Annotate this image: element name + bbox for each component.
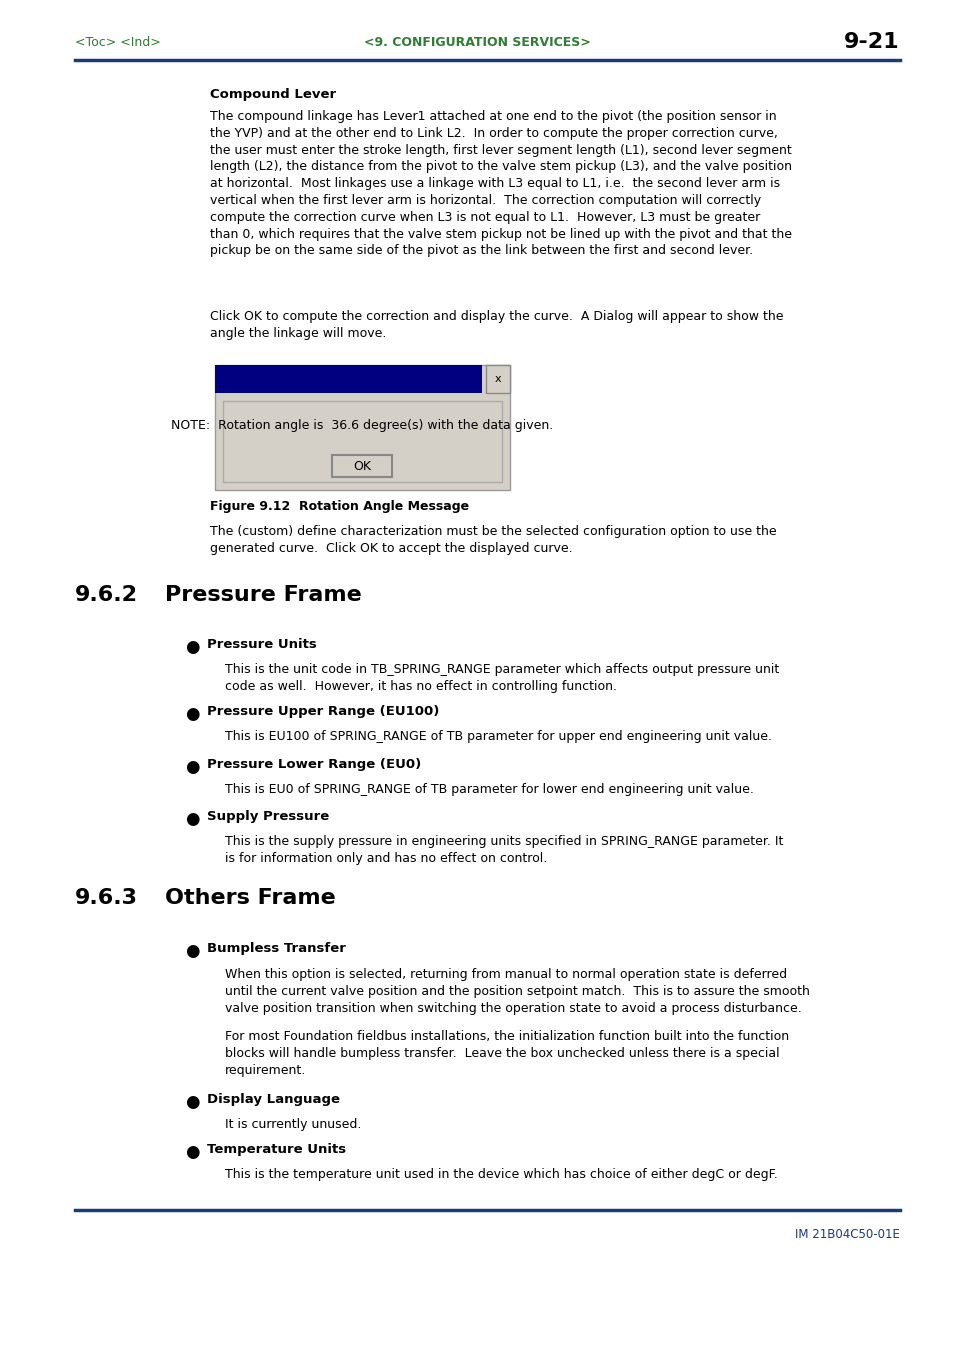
Text: The compound linkage has Lever1 attached at one end to the pivot (the position s: The compound linkage has Lever1 attached… xyxy=(210,109,791,258)
Text: This is EU0 of SPRING_RANGE of TB parameter for lower end engineering unit value: This is EU0 of SPRING_RANGE of TB parame… xyxy=(225,784,753,796)
Text: Pressure Frame: Pressure Frame xyxy=(165,585,361,605)
Bar xyxy=(214,365,481,393)
Text: It is currently unused.: It is currently unused. xyxy=(225,1119,361,1131)
Text: Compound Lever: Compound Lever xyxy=(210,88,335,101)
Text: x: x xyxy=(495,374,500,384)
Text: ●: ● xyxy=(185,705,199,723)
Text: ●: ● xyxy=(185,1093,199,1111)
Text: <9. CONFIGURATION SERVICES>: <9. CONFIGURATION SERVICES> xyxy=(363,35,590,49)
Text: Display Language: Display Language xyxy=(207,1093,339,1106)
Text: Temperature Units: Temperature Units xyxy=(207,1143,346,1156)
Text: When this option is selected, returning from manual to normal operation state is: When this option is selected, returning … xyxy=(225,969,809,1015)
Text: NOTE:  Rotation angle is  36.6 degree(s) with the data given.: NOTE: Rotation angle is 36.6 degree(s) w… xyxy=(172,419,553,431)
Text: <Toc> <Ind>: <Toc> <Ind> xyxy=(75,35,161,49)
Text: Pressure Units: Pressure Units xyxy=(207,638,316,651)
Text: This is EU100 of SPRING_RANGE of TB parameter for upper end engineering unit val: This is EU100 of SPRING_RANGE of TB para… xyxy=(225,730,771,743)
Text: ●: ● xyxy=(185,758,199,775)
Text: This is the unit code in TB_SPRING_RANGE parameter which affects output pressure: This is the unit code in TB_SPRING_RANGE… xyxy=(225,663,779,693)
Text: OK: OK xyxy=(354,459,371,473)
Text: Pressure Lower Range (EU0): Pressure Lower Range (EU0) xyxy=(207,758,421,771)
Bar xyxy=(333,455,392,477)
Text: Pressure Upper Range (EU100): Pressure Upper Range (EU100) xyxy=(207,705,439,717)
Text: The (custom) define characterization must be the selected configuration option t: The (custom) define characterization mus… xyxy=(210,526,776,555)
Text: ●: ● xyxy=(185,1143,199,1161)
Bar xyxy=(485,365,510,393)
Text: This is the temperature unit used in the device which has choice of either degC : This is the temperature unit used in the… xyxy=(225,1169,777,1181)
Text: Bumpless Transfer: Bumpless Transfer xyxy=(207,942,346,955)
Text: ●: ● xyxy=(185,638,199,657)
Text: ●: ● xyxy=(185,942,199,961)
Text: IM 21B04C50-01E: IM 21B04C50-01E xyxy=(794,1228,899,1242)
Text: This is the supply pressure in engineering units specified in SPRING_RANGE param: This is the supply pressure in engineeri… xyxy=(225,835,782,865)
Bar xyxy=(223,401,501,482)
Text: For most Foundation fieldbus installations, the initialization function built in: For most Foundation fieldbus installatio… xyxy=(225,1029,788,1077)
Text: Others Frame: Others Frame xyxy=(165,888,335,908)
Text: 9.6.2: 9.6.2 xyxy=(75,585,138,605)
Text: Figure 9.12  Rotation Angle Message: Figure 9.12 Rotation Angle Message xyxy=(210,500,469,513)
Text: Supply Pressure: Supply Pressure xyxy=(207,811,329,823)
Text: 9.6.3: 9.6.3 xyxy=(75,888,138,908)
Text: Click OK to compute the correction and display the curve.  A Dialog will appear : Click OK to compute the correction and d… xyxy=(210,309,782,340)
Text: ●: ● xyxy=(185,811,199,828)
Bar xyxy=(214,365,510,490)
Text: 9-21: 9-21 xyxy=(843,32,899,51)
